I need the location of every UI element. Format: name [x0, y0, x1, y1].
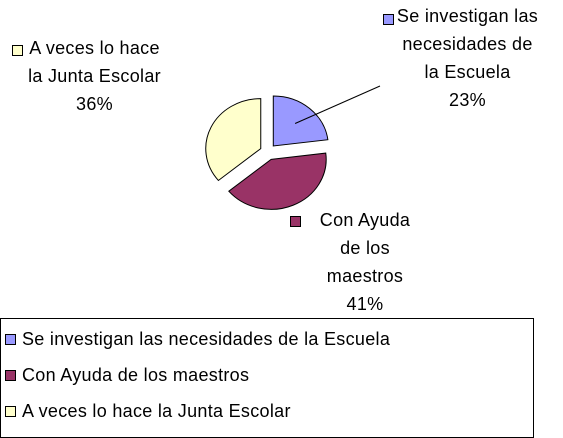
legend-marker [5, 334, 16, 345]
legend-label: Con Ayuda de los maestros [22, 365, 250, 385]
leader-line [294, 85, 381, 124]
label-marker [383, 14, 394, 25]
pie-slice [228, 152, 327, 210]
slice-label-value: 41% [346, 294, 384, 314]
pie-slice [205, 98, 262, 182]
slice-label-name: Se investigan las necesidades de la Escu… [396, 6, 539, 82]
legend: Se investigan las necesidades de la Escu… [0, 318, 534, 438]
slice-label-name: A veces lo hace la Junta Escolar [28, 38, 161, 86]
slice-label-name: Con Ayuda de los maestros [319, 210, 411, 286]
slice-label: Se investigan las necesidades de la Escu… [395, 2, 540, 114]
slice-label-value: 36% [76, 94, 113, 114]
legend-marker [5, 406, 16, 417]
legend-marker [5, 370, 16, 381]
slice-label-value: 23% [449, 90, 486, 110]
legend-label: A veces lo hace la Junta Escolar [22, 401, 291, 421]
label-marker [290, 216, 301, 227]
slice-label: Con Ayuda de los maestros 41% [310, 206, 420, 318]
legend-label: Se investigan las necesidades de la Escu… [22, 329, 391, 349]
legend-item: Con Ayuda de los maestros [5, 365, 249, 386]
page: Se investigan las necesidades de la Escu… [0, 2, 540, 438]
label-marker [12, 45, 23, 56]
legend-item: A veces lo hace la Junta Escolar [5, 401, 291, 422]
slice-label: A veces lo hace la Junta Escolar 36% [22, 34, 167, 118]
pie-area [205, 85, 381, 210]
legend-item: Se investigan las necesidades de la Escu… [5, 329, 390, 350]
